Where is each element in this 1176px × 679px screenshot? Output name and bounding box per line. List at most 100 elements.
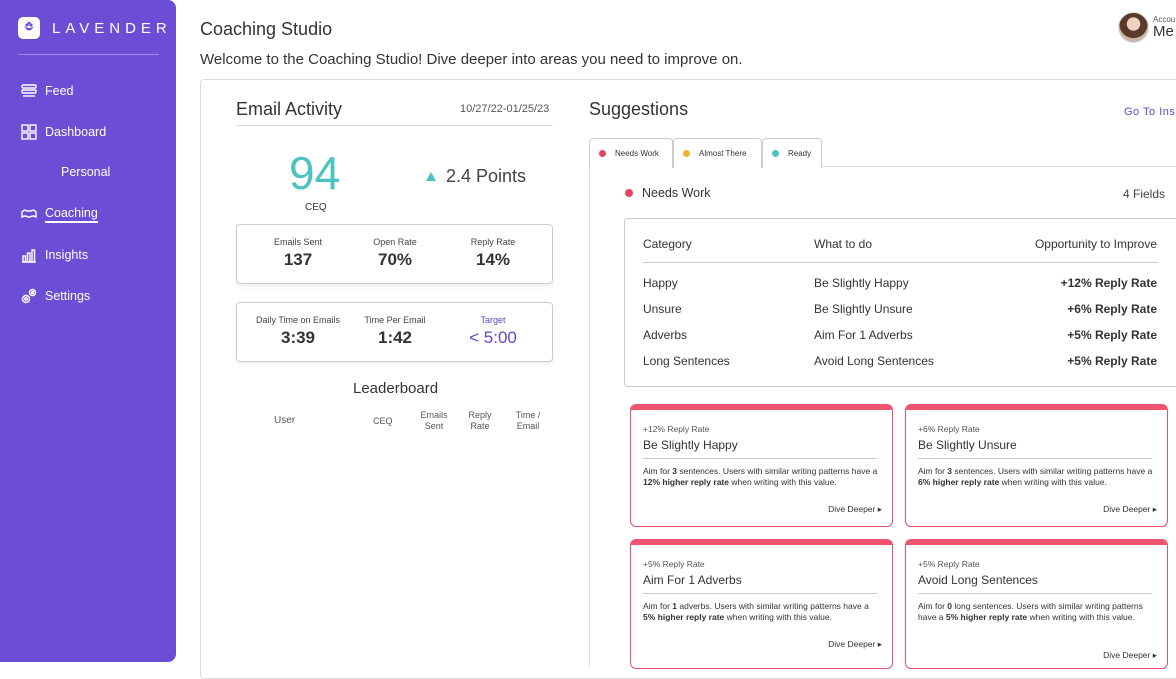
stat-value: 137 — [283, 250, 313, 269]
account-name: Me — [1153, 23, 1174, 40]
red-dot-icon — [625, 189, 633, 197]
stat-time-per-email: Time Per Email 1:42 — [355, 315, 435, 348]
card-tag: +12% Reply Rate — [643, 424, 710, 434]
avatar[interactable] — [1118, 12, 1149, 43]
logo[interactable]: LAVENDER — [18, 17, 172, 39]
page-title: Coaching Studio — [200, 19, 333, 39]
sidebar-item-feed[interactable]: Feed — [20, 82, 74, 100]
dive-deeper-link[interactable]: Dive Deeper ▸ — [1103, 650, 1157, 660]
dive-deeper-link[interactable]: Dive Deeper ▸ — [1103, 504, 1157, 514]
sidebar-item-label: Insights — [45, 248, 89, 262]
table-cell: Avoid Long Sentences — [814, 354, 934, 368]
red-dot-icon — [599, 150, 606, 157]
suggestion-card: +6% Reply Rate Be Slightly Unsure Aim fo… — [905, 404, 1168, 527]
card-title: Be Slightly Happy — [643, 438, 738, 452]
tab-label: Ready — [788, 149, 812, 158]
stat-label: Reply Rate — [470, 237, 516, 247]
leaderboard-col-emails-sent: Emails Sent — [420, 410, 448, 431]
table-cell: +5% Reply Rate — [1067, 328, 1157, 342]
divider — [236, 125, 553, 126]
table-cell: Aim For 1 Adverbs — [814, 328, 913, 342]
stat-reply-rate: Reply Rate 14% — [453, 237, 533, 270]
leaderboard-title: Leaderboard — [353, 380, 439, 397]
points-change: 2.4 Points — [426, 166, 526, 187]
sidebar-item-dashboard[interactable]: Dashboard — [20, 123, 106, 141]
card-body: Aim for 1 adverbs. Users with similar wr… — [643, 601, 869, 623]
card-tag: +5% Reply Rate — [918, 559, 980, 569]
sidebar-item-coaching[interactable]: Coaching — [20, 205, 98, 223]
date-range: 10/27/22-01/25/23 — [460, 103, 550, 115]
field-count: 4 Fields — [1123, 187, 1166, 201]
stat-emails-sent: Emails Sent 137 — [237, 237, 359, 270]
tab-ready[interactable]: Ready — [762, 138, 822, 168]
divider — [643, 262, 1158, 263]
sidebar-item-label: Feed — [45, 84, 74, 98]
table-header-category: Category — [643, 237, 692, 251]
card-title: Aim For 1 Adverbs — [643, 573, 742, 587]
stat-label: Daily Time on Emails — [255, 315, 341, 325]
table-cell: +12% Reply Rate — [1060, 276, 1157, 290]
dive-deeper-link[interactable]: Dive Deeper ▸ — [828, 504, 882, 514]
card-title: Be Slightly Unsure — [918, 438, 1017, 452]
sidebar-item-personal[interactable]: Personal — [61, 165, 110, 179]
leaderboard-col-ceq: CEQ — [373, 416, 393, 426]
stat-value: 3:39 — [280, 328, 316, 347]
bar-chart-icon — [22, 249, 36, 263]
needs-work-heading: Needs Work — [625, 186, 711, 200]
gears-icon — [21, 288, 37, 304]
suggestions-panel — [589, 166, 1176, 666]
lavender-logo-icon — [18, 17, 40, 39]
stat-value: 1:42 — [377, 328, 413, 347]
coaching-icon — [21, 209, 37, 219]
tab-label: Almost There — [699, 149, 747, 158]
sidebar-item-label: Settings — [45, 289, 91, 303]
leaderboard-col-time-email: Time / Email — [515, 410, 541, 431]
card-body: Aim for 0 long sentences. Users with sim… — [918, 601, 1143, 623]
page-subtitle: Welcome to the Coaching Studio! Dive dee… — [200, 51, 743, 68]
section-title: Needs Work — [642, 186, 711, 200]
card-tag: +6% Reply Rate — [918, 424, 980, 434]
suggestion-card: +5% Reply Rate Avoid Long Sentences Aim … — [905, 539, 1168, 669]
table-cell: +5% Reply Rate — [1067, 354, 1157, 368]
stat-label: Target — [480, 315, 506, 325]
email-activity-title: Email Activity — [236, 99, 343, 119]
sidebar-item-label: Dashboard — [45, 125, 107, 139]
tab-label: Needs Work — [615, 149, 659, 158]
sidebar-item-label: Personal — [61, 165, 111, 179]
tab-needs-work[interactable]: Needs Work — [589, 138, 673, 168]
card-tag: +5% Reply Rate — [643, 559, 705, 569]
stat-target: Target < 5:00 — [453, 315, 533, 348]
sidebar-item-label: Coaching — [45, 206, 98, 223]
stat-value: < 5:00 — [469, 328, 517, 347]
card-title: Avoid Long Sentences — [918, 573, 1038, 587]
tab-almost-there[interactable]: Almost There — [673, 138, 762, 168]
brand-name: LAVENDER — [52, 19, 172, 37]
stat-daily-time: Daily Time on Emails 3:39 — [237, 315, 359, 348]
divider — [18, 54, 159, 55]
go-to-insights-link[interactable]: Go To Insi — [1124, 106, 1176, 118]
suggestion-card: +5% Reply Rate Aim For 1 Adverbs Aim for… — [630, 539, 893, 669]
table-cell: Be Slightly Happy — [814, 276, 909, 290]
sidebar-item-insights[interactable]: Insights — [20, 246, 88, 264]
table-cell: Unsure — [643, 302, 682, 316]
stat-open-rate: Open Rate 70% — [355, 237, 435, 270]
sidebar: LAVENDER Feed Dashboard Personal Coachin… — [0, 0, 176, 662]
divider — [918, 458, 1152, 459]
divider — [643, 593, 877, 594]
table-cell: Adverbs — [643, 328, 688, 342]
time-stats-box: Daily Time on Emails 3:39 Time Per Email… — [236, 302, 553, 362]
ceq-score: 94 — [289, 147, 341, 199]
up-arrow-icon — [426, 172, 436, 181]
table-cell: +6% Reply Rate — [1067, 302, 1157, 316]
table-header-opportunity: Opportunity to Improve — [1034, 237, 1157, 251]
card-body: Aim for 3 sentences. Users with similar … — [918, 466, 1153, 488]
stat-label: Emails Sent — [273, 237, 323, 247]
divider — [643, 458, 877, 459]
dive-deeper-link[interactable]: Dive Deeper ▸ — [828, 639, 882, 649]
table-cell: Long Sentences — [643, 354, 730, 368]
stat-label: Open Rate — [373, 237, 417, 247]
stat-label: Time Per Email — [364, 315, 426, 325]
suggestions-title: Suggestions — [589, 99, 689, 119]
sidebar-item-settings[interactable]: Settings — [20, 287, 90, 305]
account-menu[interactable]: Accou Me — [1118, 12, 1175, 43]
